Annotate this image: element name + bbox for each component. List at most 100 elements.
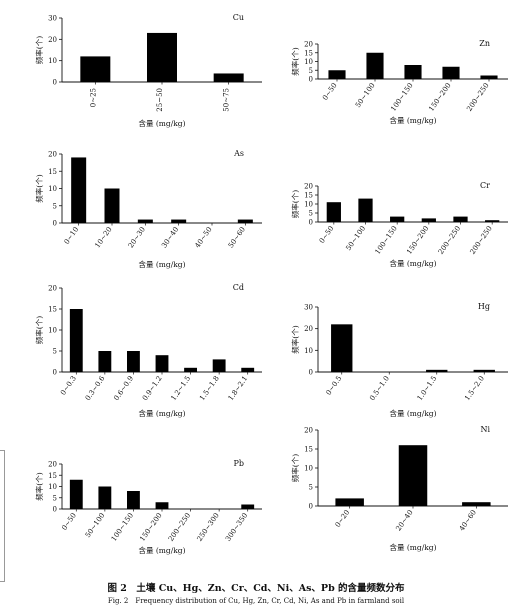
bar — [485, 220, 500, 222]
chart-pb: 0 5 10 15 20 0~50 50~100 100~150 150~200 200~250 2… — [34, 459, 262, 555]
bar — [184, 367, 197, 372]
bar — [71, 157, 87, 223]
x-axis-title: 含量 (mg/kg) — [389, 408, 436, 418]
bar — [212, 359, 226, 372]
x-tick-label: 0.5~1.0 — [368, 375, 391, 403]
x-axis-title: 含量 (mg/kg) — [138, 408, 185, 418]
y-tick-label: 20 — [48, 151, 57, 159]
x-tick-label: 25~50 — [156, 88, 164, 112]
x-tick-label: 250~300 — [196, 512, 221, 543]
y-tick-label: 5 — [53, 348, 57, 356]
x-axis-title: 含量 (mg/kg) — [138, 259, 185, 269]
y-tick-label: 5 — [53, 494, 57, 502]
bar — [98, 351, 112, 372]
x-tick-label: 50~100 — [344, 225, 367, 253]
bar — [480, 75, 498, 79]
bar — [147, 32, 177, 82]
y-tick-label: 10 — [48, 57, 57, 65]
bar — [421, 218, 436, 222]
bar — [335, 498, 364, 506]
x-tick-label: 150~200 — [138, 512, 163, 543]
y-tick-label: 15 — [304, 49, 313, 57]
y-tick-label: 15 — [48, 472, 57, 480]
x-tick-label: 100~150 — [389, 82, 414, 113]
bar — [241, 367, 255, 372]
element-label: As — [233, 149, 244, 158]
y-tick-label: 10 — [304, 201, 313, 209]
y-tick-label: 10 — [48, 185, 57, 193]
bar — [358, 198, 373, 222]
x-tick-label: 0~25 — [89, 88, 97, 107]
bar — [213, 73, 244, 82]
y-tick-label: 0 — [53, 220, 57, 228]
x-axis-title: 含量 (mg/kg) — [138, 545, 185, 555]
x-tick-label: 300~350 — [224, 512, 249, 543]
frequency-charts: 0 10 20 30 0~25 25~50 50~75 Cu 频率(个) 含量 (mg/kg) 0 5… — [34, 13, 508, 555]
x-tick-label: 200~250 — [167, 512, 192, 543]
x-tick-label: 100~150 — [110, 512, 135, 543]
x-tick-label: 50~75 — [223, 88, 231, 112]
x-tick-label: 0~10 — [63, 226, 81, 246]
page-edge-bracket — [0, 450, 5, 582]
y-tick-label: 5 — [309, 67, 313, 75]
bar — [98, 486, 112, 509]
x-tick-label: 1.2~1.5 — [170, 375, 193, 403]
x-axis-title: 含量 (mg/kg) — [389, 258, 436, 268]
bar — [390, 216, 405, 222]
x-tick-label: 50~60 — [227, 226, 247, 250]
bar — [127, 351, 140, 372]
bar — [473, 369, 495, 372]
y-tick-label: 30 — [304, 304, 313, 312]
bar — [462, 502, 491, 506]
element-label: Cr — [480, 181, 490, 190]
bar — [442, 66, 460, 79]
y-tick-label: 15 — [48, 168, 57, 176]
y-tick-label: 10 — [304, 58, 313, 66]
bar — [366, 52, 384, 79]
y-axis-title: 频率(个) — [290, 454, 300, 482]
x-tick-label: 150~200 — [427, 82, 452, 113]
chart-cd: 0 5 10 15 20 0~0.3 0.3~0.6 0.6~0.9 0.9~1.2 1.2~1.… — [34, 283, 262, 418]
bar — [137, 219, 153, 223]
y-tick-label: 0 — [309, 219, 313, 227]
bar — [426, 369, 448, 372]
y-axis-title: 频率(个) — [290, 325, 300, 353]
element-label: Pb — [233, 459, 244, 468]
x-axis-title: 含量 (mg/kg) — [389, 542, 436, 552]
y-tick-label: 5 — [53, 202, 57, 210]
bar — [127, 491, 140, 509]
x-tick-label: 100~150 — [374, 225, 399, 256]
x-tick-label: 0.6~0.9 — [112, 375, 135, 403]
element-label: Hg — [478, 302, 490, 311]
chart-hg: 0 10 20 30 0~0.5 0.5~1.0 1.0~1.5 1.5~2.0 Hg 频率(个)… — [290, 302, 508, 418]
y-tick-label: 0 — [309, 503, 313, 511]
bar — [328, 70, 346, 79]
y-tick-label: 10 — [48, 483, 57, 491]
chart-ni: 0 5 10 15 20 0~20 20~40 40~60 Ni 频率(个) 含量 (mg/kg) — [290, 425, 508, 552]
y-tick-label: 20 — [48, 36, 57, 44]
element-label: Cu — [233, 13, 244, 22]
x-tick-label: 20~40 — [394, 509, 414, 533]
y-tick-label: 20 — [48, 461, 57, 469]
x-tick-label: 40~50 — [193, 226, 213, 250]
x-tick-label: 0~20 — [334, 509, 352, 529]
x-tick-label: 200~250 — [469, 225, 494, 256]
x-tick-label: 150~200 — [405, 225, 430, 256]
y-tick-label: 10 — [48, 327, 57, 335]
bar — [404, 65, 422, 79]
y-tick-label: 20 — [48, 285, 57, 293]
x-tick-label: 0~0.5 — [325, 375, 344, 397]
y-axis-title: 频率(个) — [34, 174, 44, 202]
bar — [80, 56, 111, 82]
x-tick-label: 50~100 — [354, 82, 377, 110]
x-tick-label: 1.5~1.8 — [198, 375, 221, 403]
y-axis-title: 频率(个) — [290, 190, 300, 218]
bar — [237, 219, 253, 223]
x-tick-label: 0~50 — [321, 82, 339, 102]
x-tick-label: 40~60 — [458, 509, 478, 533]
x-tick-label: 20~30 — [127, 226, 147, 250]
bar — [69, 309, 83, 372]
bar — [104, 188, 120, 223]
